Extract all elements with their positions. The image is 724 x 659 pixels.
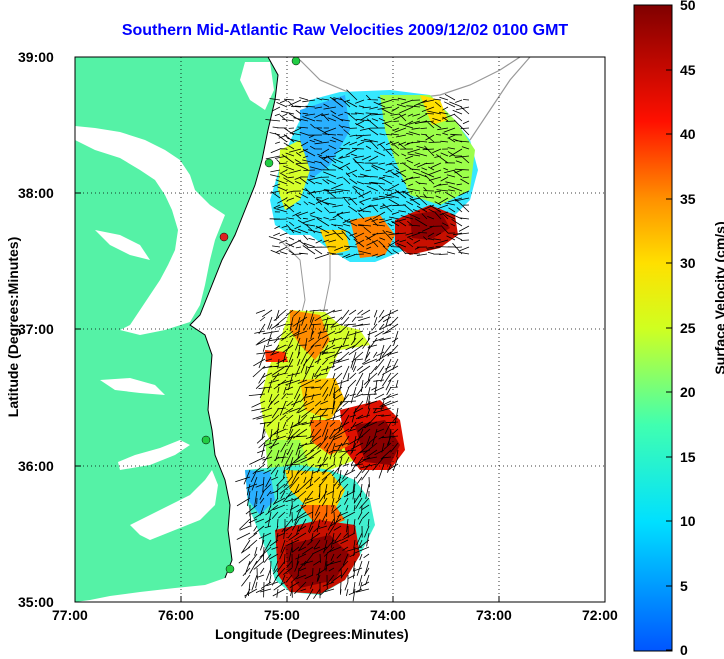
colorbar-tick-label: 20: [680, 384, 696, 400]
radar-station-marker-alert: [219, 232, 229, 242]
colorbar-tick-label: 40: [680, 126, 696, 142]
colorbar-ticks: [666, 4, 672, 651]
y-tick-label: 37:00: [18, 321, 54, 337]
colorbar-tick-label: 45: [680, 62, 696, 78]
x-tick-label: 77:00: [52, 607, 88, 623]
colorbar-tick-label: 50: [680, 0, 696, 13]
y-tick-label: 38:00: [18, 185, 54, 201]
colorbar-tick-label: 25: [680, 320, 696, 336]
x-tick-label: 73:00: [476, 607, 512, 623]
colorbar-label: Surface Velocity (cm/s): [712, 221, 724, 375]
x-axis-label: Longitude (Degrees:Minutes): [215, 626, 409, 642]
velocity-vector-lines: [235, 89, 470, 602]
map-title: Southern Mid-Atlantic Raw Velocities 200…: [121, 22, 569, 39]
colorbar-tick-label: 0: [680, 642, 688, 658]
x-tick-label: 76:00: [158, 607, 194, 623]
colorbar-tick-label: 5: [680, 578, 688, 594]
radar-station-marker: [225, 564, 235, 574]
colorbar-tick-label: 10: [680, 513, 696, 529]
pamlico-sound: [130, 470, 218, 540]
y-tick-label: 39:00: [18, 49, 54, 65]
y-tick-label: 36:00: [18, 458, 54, 474]
x-tick-label: 75:00: [264, 607, 300, 623]
radar-station-marker: [291, 57, 301, 66]
x-tick-label: 74:00: [370, 607, 406, 623]
colorbar-tick-label: 15: [680, 449, 696, 465]
y-tick-label: 35:00: [18, 594, 54, 610]
x-tick-label: 72:00: [582, 607, 618, 623]
grid-lines: [75, 57, 605, 602]
colorbar: [633, 4, 673, 652]
colorbar-tick-label: 30: [680, 255, 696, 271]
velocity-vectors: [235, 89, 470, 602]
chesapeake-bay: [75, 126, 225, 335]
colorbar-tick-label: 35: [680, 191, 696, 207]
radar-station-marker: [201, 435, 211, 445]
tick-marks: [74, 56, 606, 603]
y-axis-label: Latitude (Degrees:Minutes): [5, 236, 21, 418]
radar-station-marker: [264, 158, 274, 168]
